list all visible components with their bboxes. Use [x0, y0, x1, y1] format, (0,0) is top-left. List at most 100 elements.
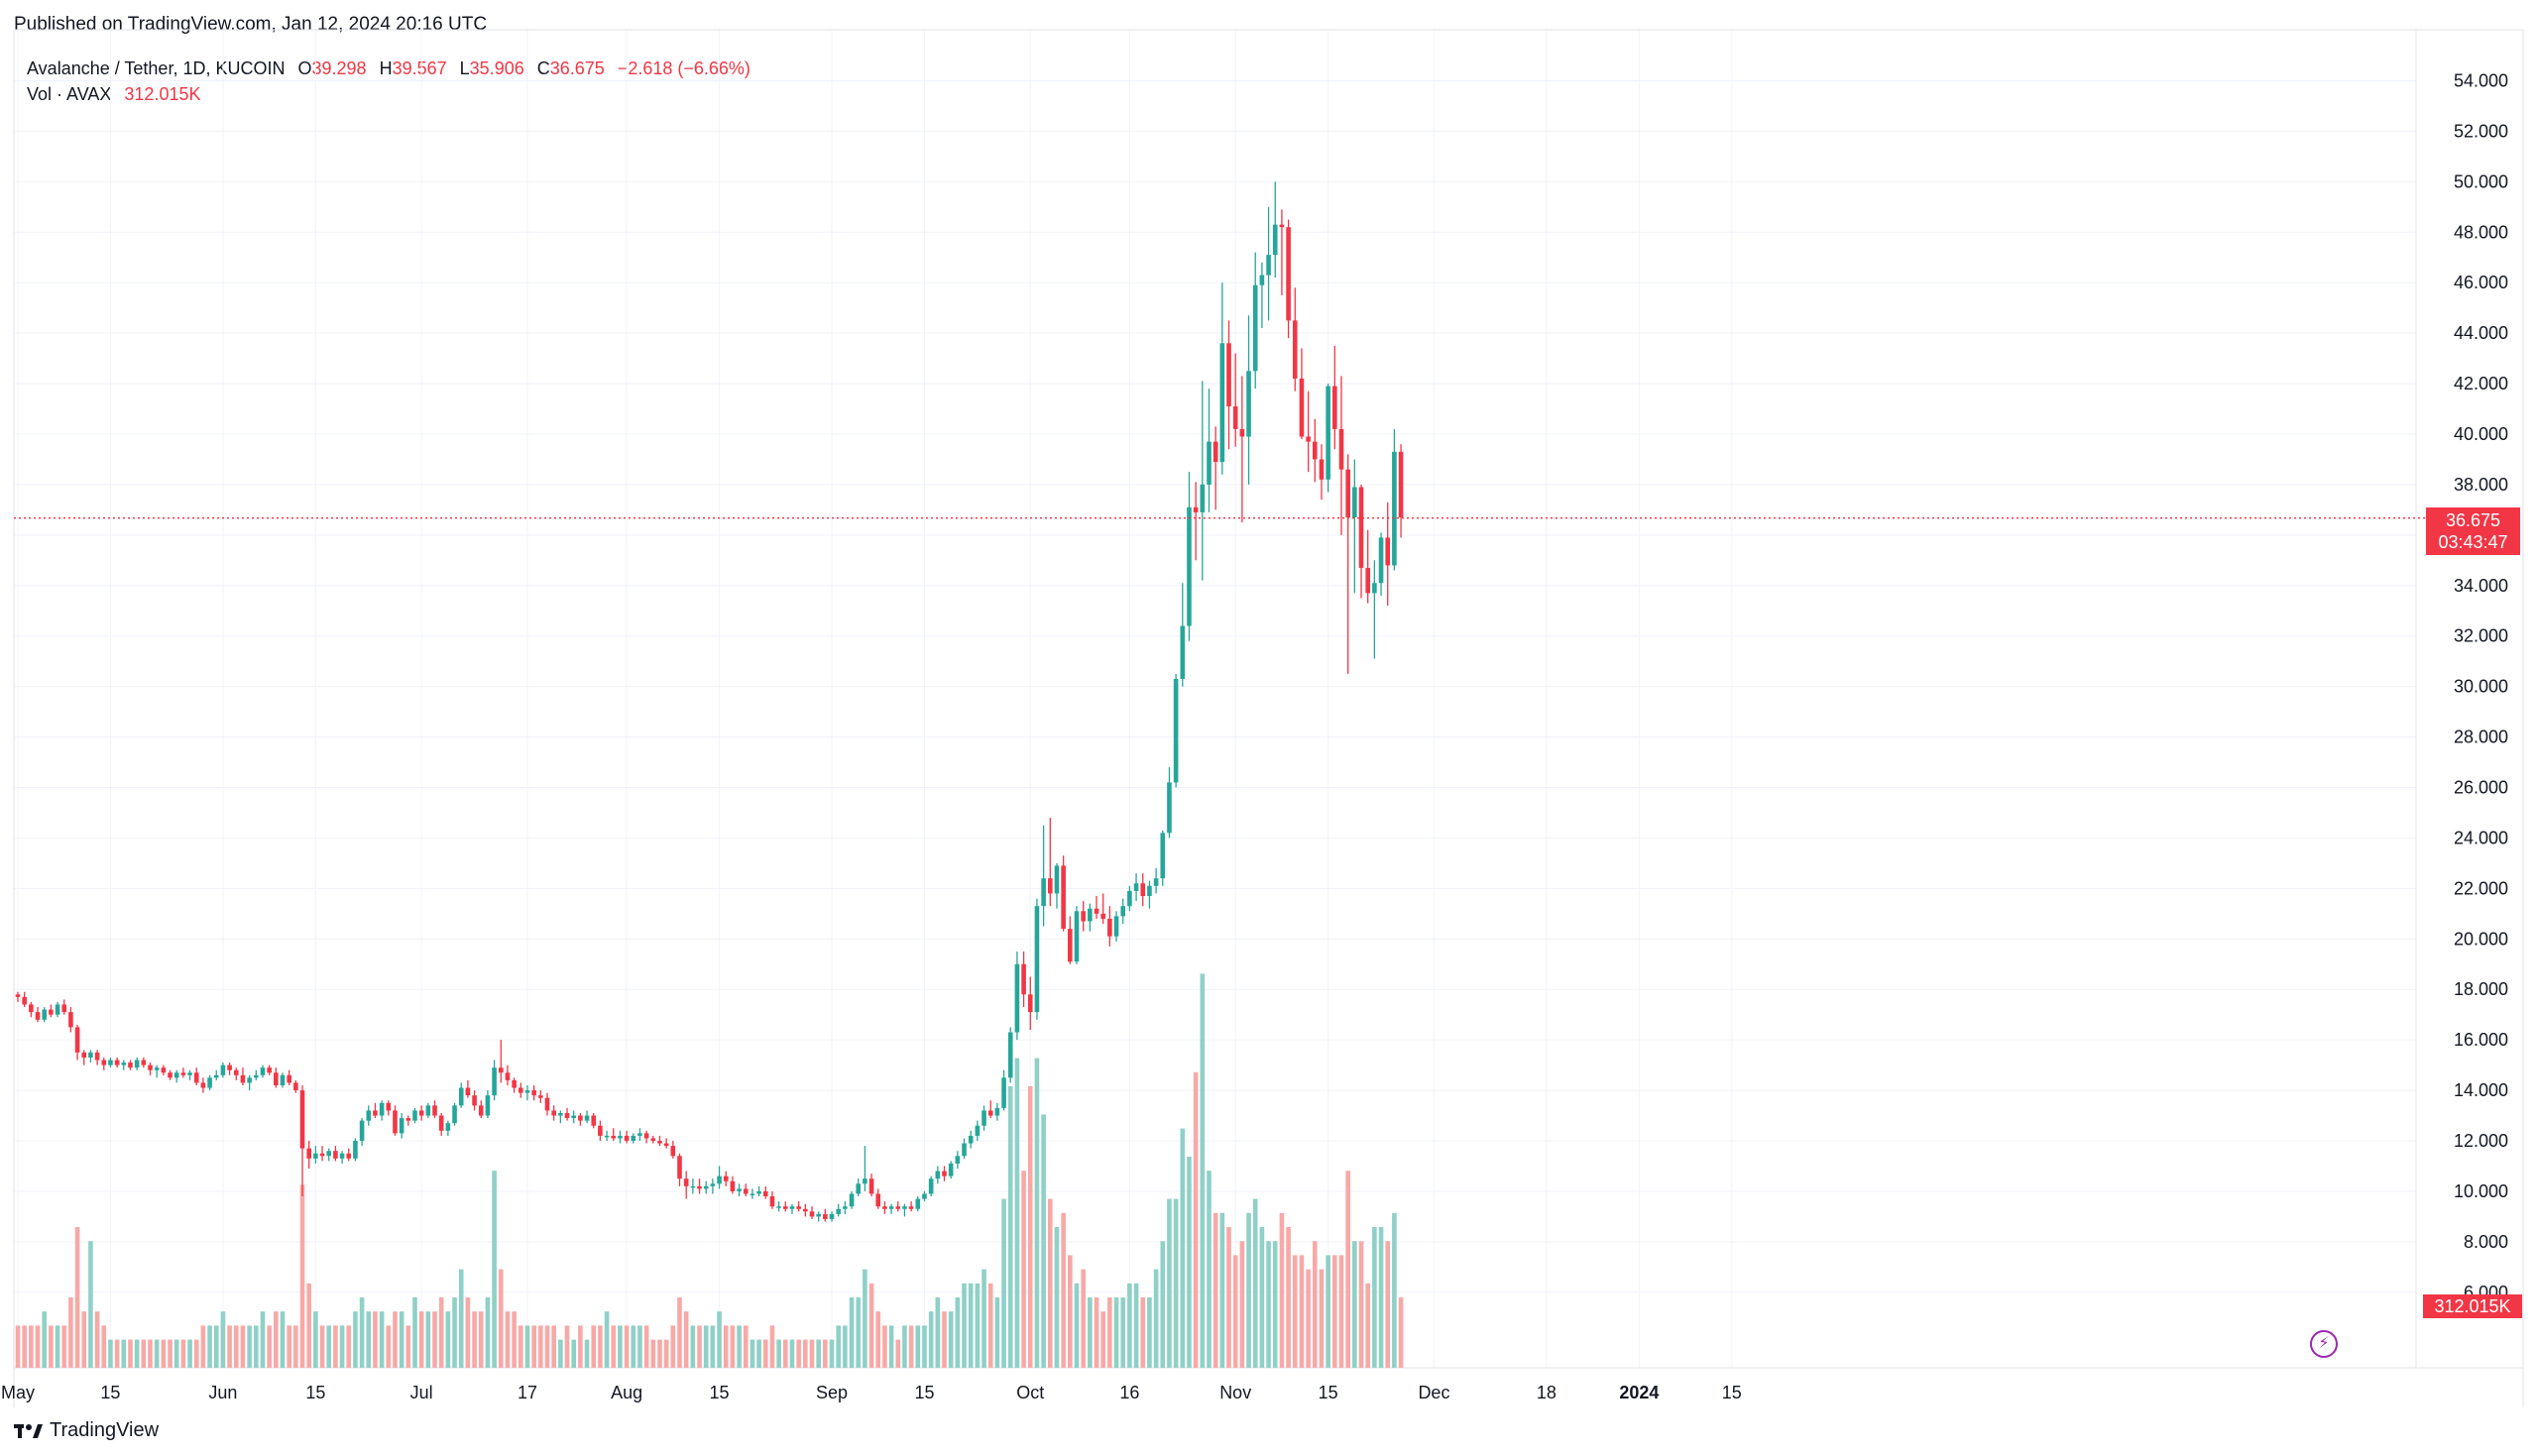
volume-bar: [942, 1311, 947, 1368]
volume-bar: [856, 1297, 862, 1368]
candle-body: [121, 1063, 127, 1065]
candle-body: [962, 1143, 967, 1157]
candle-body: [373, 1110, 378, 1116]
volume-bar: [1313, 1241, 1318, 1368]
candle-body: [942, 1171, 947, 1176]
candle-body: [353, 1141, 358, 1159]
candle-body: [1081, 911, 1086, 922]
volume-bar: [1100, 1311, 1105, 1368]
high-value: 39.567: [392, 58, 447, 78]
volume-bar: [1027, 1086, 1033, 1368]
candle-body: [74, 1027, 80, 1053]
candle-body: [1074, 911, 1080, 962]
time-axis[interactable]: May 15 Jun 15 Jul 17 Aug 15 Sep 15 Oct 16 Nov 15 Dec 18…: [1, 1383, 1742, 1402]
candle-body: [1226, 343, 1231, 406]
candle-body: [1068, 929, 1073, 962]
volume-bar: [882, 1325, 887, 1368]
volume-bar: [637, 1325, 642, 1368]
candle-body: [1113, 916, 1119, 937]
volume-bar: [975, 1283, 981, 1368]
volume-bar: [544, 1325, 550, 1368]
volume-bar: [1014, 1058, 1020, 1368]
chart-legend: Avalanche / Tether, 1D, KUCOIN O39.298 H…: [27, 56, 750, 107]
volume-bar: [1088, 1297, 1093, 1368]
volume-bar: [306, 1283, 311, 1368]
candle-body: [452, 1105, 457, 1124]
candle-body: [1232, 405, 1238, 429]
grid: [14, 30, 2416, 1368]
candle-body: [1120, 906, 1126, 917]
volume-bar: [1266, 1241, 1271, 1368]
volume-bar: [908, 1325, 914, 1368]
volume-bar: [366, 1311, 372, 1368]
lightning-icon[interactable]: ⚡: [2310, 1330, 2338, 1358]
price-tick-label: 40.000: [2454, 424, 2508, 444]
candle-body: [677, 1156, 682, 1179]
candle-body: [472, 1095, 477, 1106]
candle-body: [55, 1004, 60, 1015]
volume-bar: [412, 1297, 417, 1368]
last-price-badge: 36.675 03:43:47: [2426, 507, 2520, 555]
candle-body: [114, 1060, 120, 1065]
candle-body: [1001, 1077, 1006, 1108]
tradingview-logo[interactable]: TradingView: [14, 1419, 159, 1442]
candle-body: [637, 1133, 642, 1136]
volume-bar: [492, 1171, 497, 1368]
candle-body: [935, 1171, 941, 1179]
volume-bar: [418, 1311, 424, 1368]
candle-body: [823, 1213, 828, 1219]
candle-body: [193, 1072, 199, 1083]
candle-body: [769, 1196, 775, 1207]
volume-bar: [604, 1311, 610, 1368]
candle-body: [1385, 537, 1391, 566]
volume-bar: [173, 1339, 179, 1368]
price-axis[interactable]: 54.000 52.000 50.000 48.000 46.000 44.000 42.0…: [2454, 70, 2508, 1301]
volume-bar: [399, 1311, 404, 1368]
symbol-label[interactable]: Avalanche / Tether, 1D, KUCOIN: [27, 58, 286, 78]
volume-bar: [875, 1311, 881, 1368]
candle-body: [888, 1206, 894, 1209]
price-tick-label: 22.000: [2454, 878, 2508, 898]
volume-bar: [1041, 1114, 1046, 1368]
candle-body: [293, 1082, 298, 1091]
candle-body: [1279, 224, 1285, 228]
volume-bar: [915, 1325, 921, 1368]
candle-body: [207, 1077, 212, 1088]
volume-bar: [1193, 1071, 1199, 1368]
candle-body: [478, 1105, 484, 1116]
volume-bar: [346, 1325, 352, 1368]
time-tick-label: 15: [710, 1383, 730, 1402]
candle-body: [379, 1102, 385, 1116]
volume-bar: [677, 1297, 682, 1368]
candle-body: [981, 1110, 986, 1126]
volume-bar: [207, 1325, 212, 1368]
candle-body: [61, 1004, 67, 1013]
volume-bar: [1358, 1241, 1364, 1368]
volume-bar: [631, 1325, 636, 1368]
candle-body: [287, 1074, 291, 1083]
volume-bar: [1153, 1269, 1159, 1368]
volume-bar: [558, 1339, 563, 1368]
volume-bar: [154, 1339, 160, 1368]
price-tick-label: 42.000: [2454, 374, 2508, 393]
volume-bar: [1120, 1297, 1126, 1368]
volume-label[interactable]: Vol · AVAX: [27, 84, 112, 104]
last-volume-badge: 312.015K: [2423, 1294, 2522, 1318]
candle-body: [1094, 908, 1099, 914]
candle-body: [875, 1193, 881, 1207]
candle-body: [412, 1110, 417, 1121]
volume-bar: [531, 1325, 536, 1368]
volume-bar: [1113, 1297, 1119, 1368]
time-tick-label: Nov: [1219, 1383, 1251, 1402]
volume-bar: [1081, 1269, 1086, 1368]
candle-body: [994, 1107, 1000, 1116]
volume-bar: [478, 1311, 484, 1368]
volume-bar: [538, 1325, 543, 1368]
volume-bar: [789, 1339, 795, 1368]
volume-bar: [498, 1269, 504, 1368]
time-tick-label: 16: [1119, 1383, 1139, 1402]
candle-body: [425, 1105, 431, 1116]
candle-body: [1140, 883, 1146, 896]
candle-body: [1272, 224, 1278, 256]
